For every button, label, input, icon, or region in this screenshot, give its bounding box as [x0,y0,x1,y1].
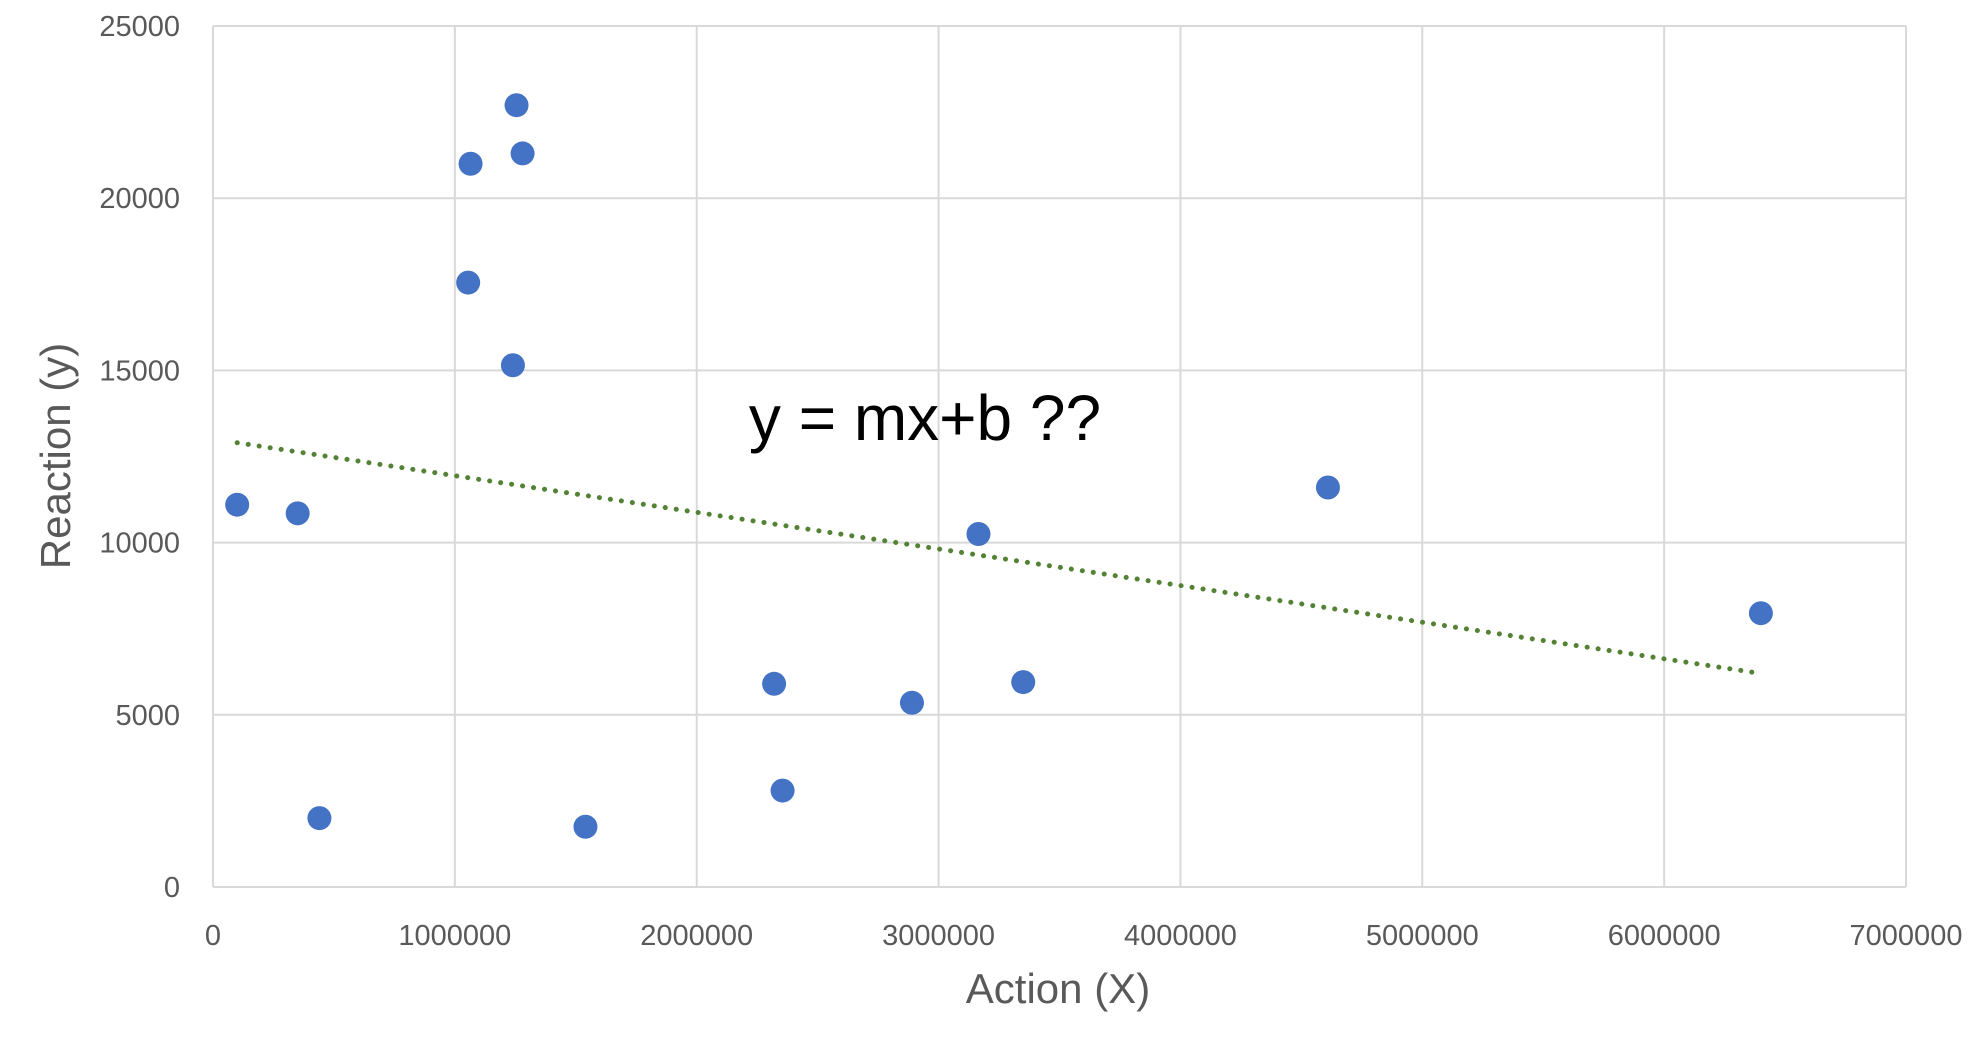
data-points [225,93,1773,839]
trendline-group [234,440,1764,676]
x-tick-labels: 0 1000000 2000000 3000000 4000000 5000000 6000… [205,920,1963,952]
data-point [573,814,598,839]
equation-annotation: y = mx+b ?? [749,382,1101,454]
gridlines [212,25,1907,888]
x-axis-title: Action (X) [966,965,1150,1012]
x-tick-label: 1000000 [398,920,511,952]
data-point [770,778,795,803]
data-point [500,353,525,378]
data-point [225,492,250,517]
data-point [966,521,991,546]
data-point [1748,601,1773,626]
y-tick-label: 15000 [99,355,180,387]
data-point [1011,670,1036,695]
data-point [899,690,924,715]
y-tick-label: 5000 [115,700,180,732]
x-tick-label: 6000000 [1608,920,1721,952]
data-point [510,141,535,166]
data-point [762,671,787,696]
data-point [1315,475,1340,500]
data-point [285,501,310,526]
data-point [458,151,483,176]
y-tick-label: 20000 [99,183,180,215]
x-tick-label: 2000000 [640,920,753,952]
x-tick-label: 5000000 [1366,920,1479,952]
y-axis-title: Reaction (y) [32,343,79,569]
x-tick-label: 4000000 [1124,920,1237,952]
trendline [234,440,1764,676]
y-tick-label: 10000 [99,528,180,560]
x-tick-label: 3000000 [882,920,995,952]
data-point [456,270,481,295]
data-point [307,806,332,831]
y-tick-labels: 0 5000 10000 15000 20000 25000 [99,11,180,904]
x-tick-label: 0 [205,920,221,952]
y-tick-label: 25000 [99,11,180,43]
data-point [504,93,529,118]
y-tick-label: 0 [164,872,180,904]
x-tick-label: 7000000 [1850,920,1963,952]
